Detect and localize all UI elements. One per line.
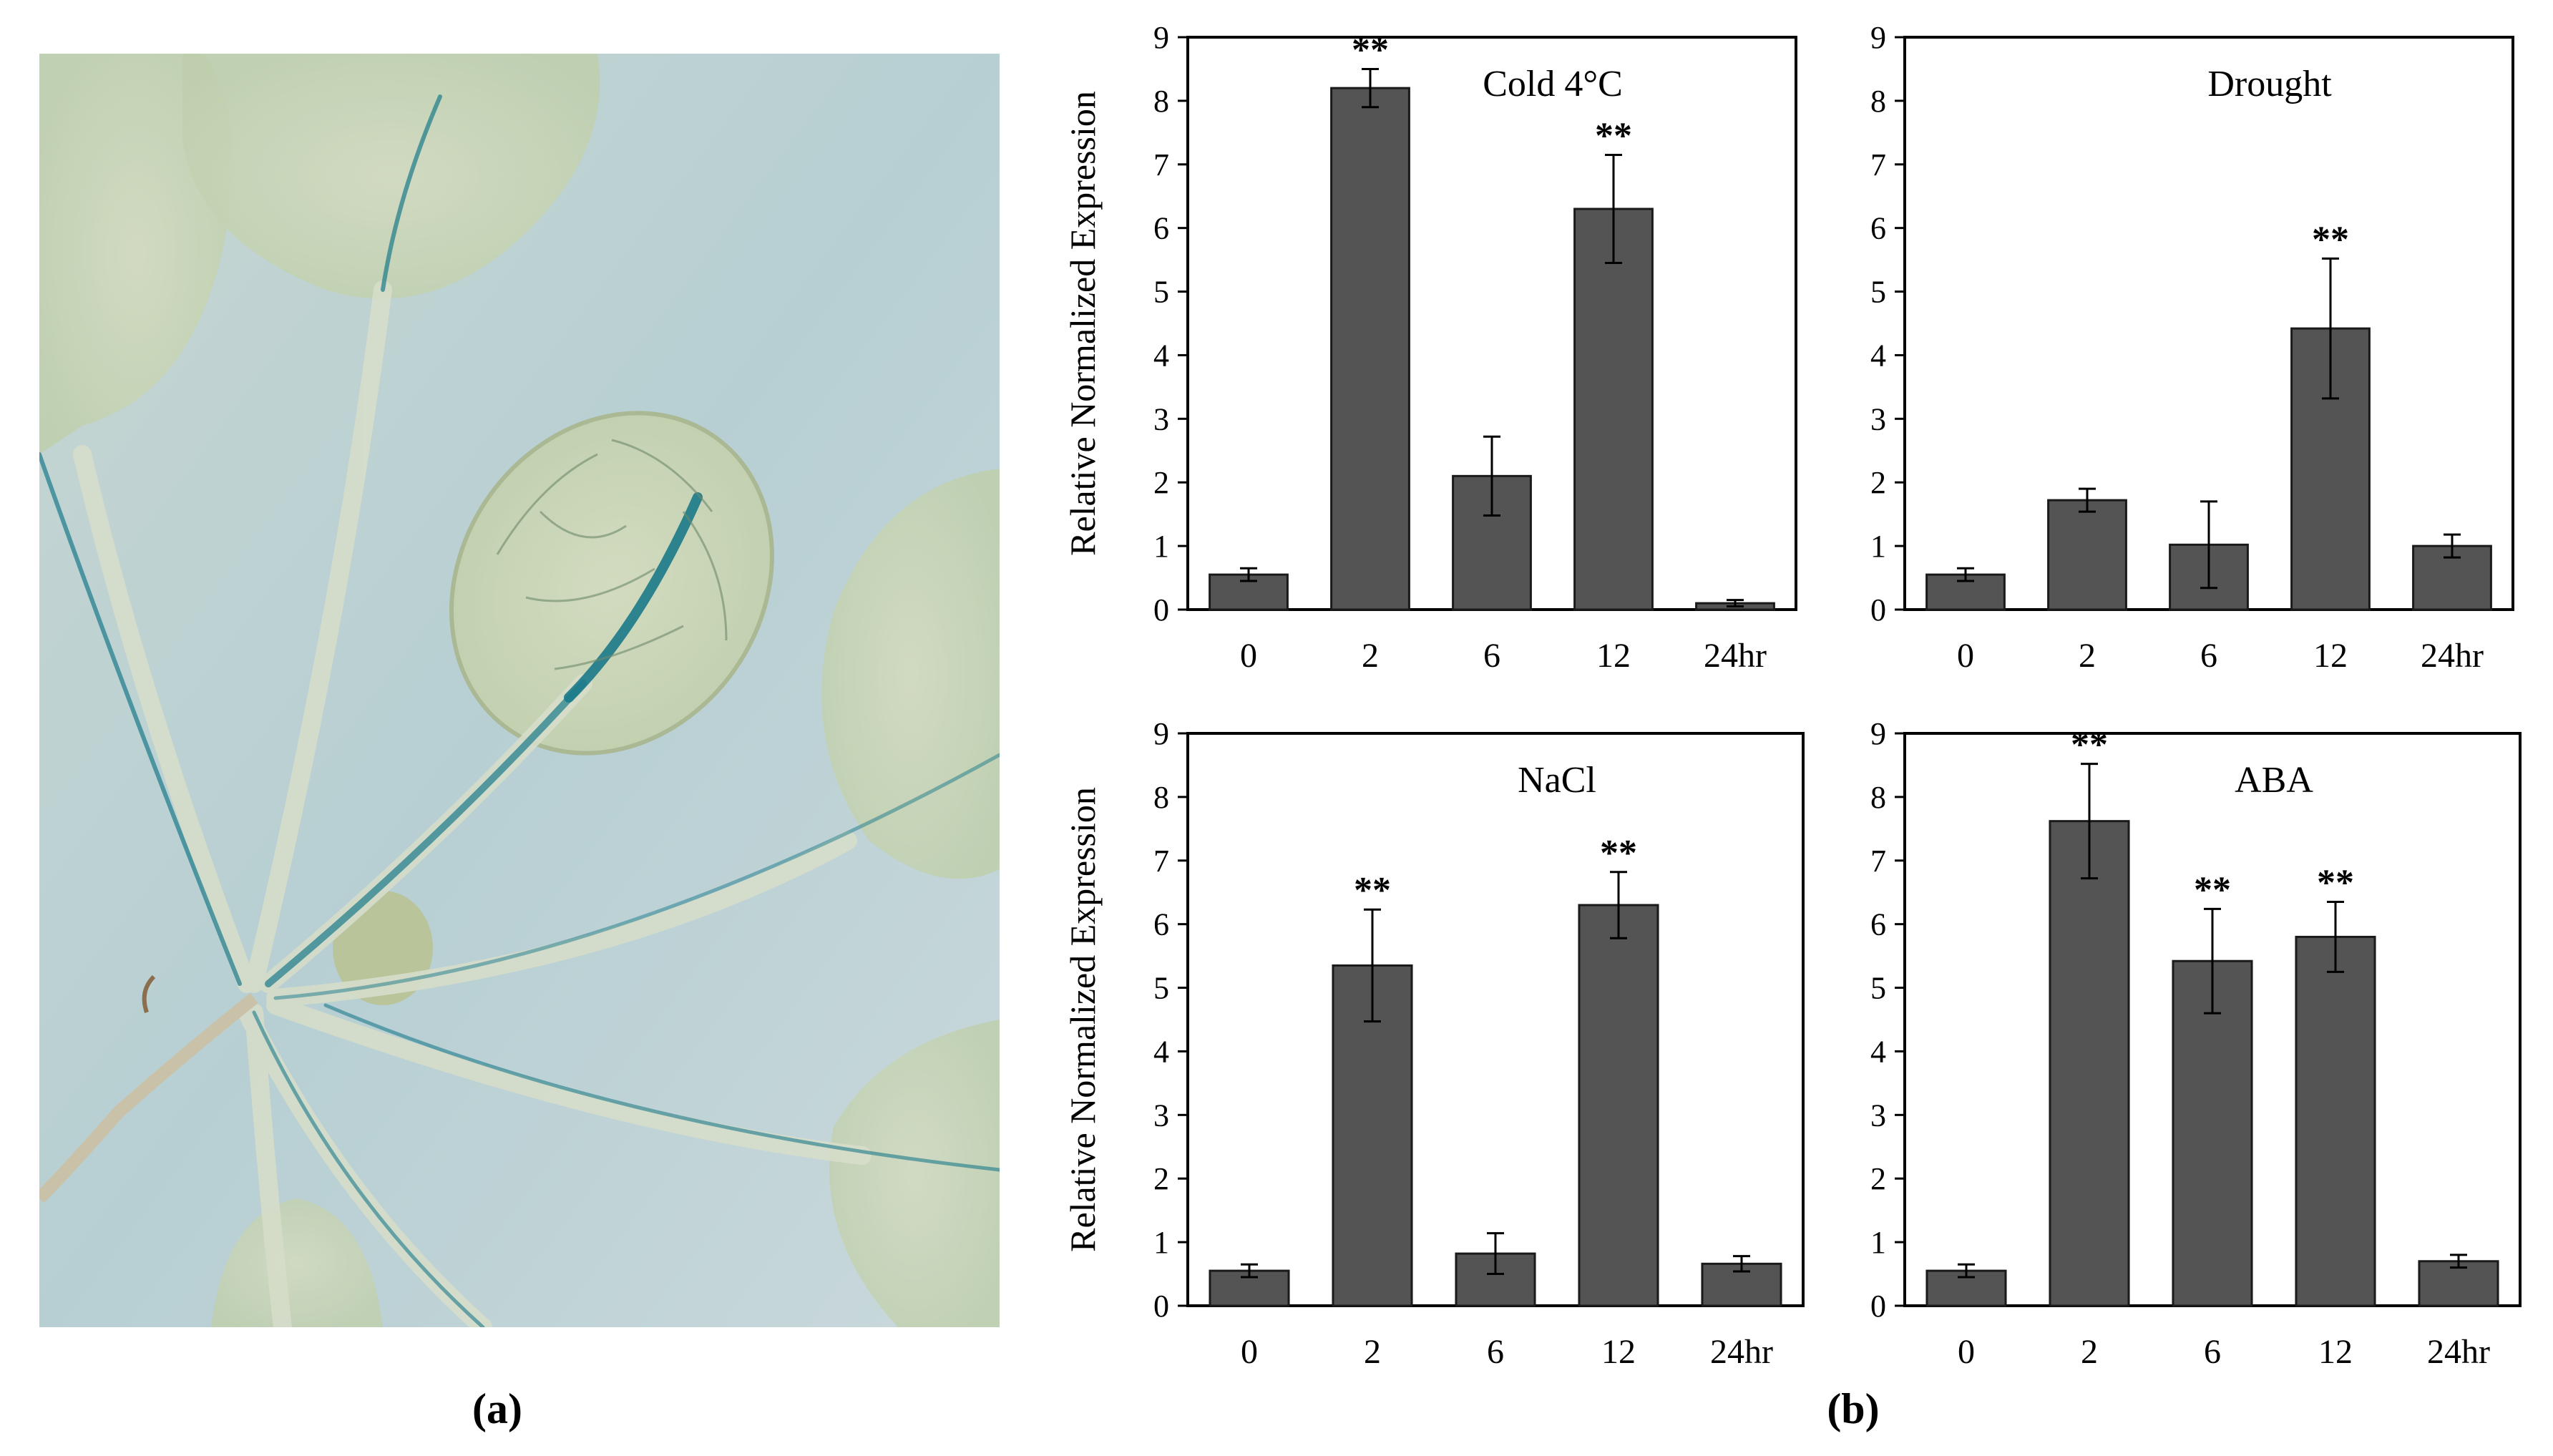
y-tick-label: 1 xyxy=(1870,1225,1886,1260)
y-tick-label: 6 xyxy=(1153,211,1169,246)
y-tick-label: 4 xyxy=(1153,1034,1169,1069)
y-tick-label: 0 xyxy=(1870,592,1886,627)
y-tick-label: 0 xyxy=(1870,1289,1886,1324)
y-tick-label: 6 xyxy=(1153,907,1169,942)
y-tick-label: 8 xyxy=(1870,84,1886,119)
significance-mark: ** xyxy=(1595,115,1632,156)
y-tick-label: 8 xyxy=(1153,780,1169,815)
y-tick-label: 8 xyxy=(1870,780,1886,815)
y-tick-label: 5 xyxy=(1153,275,1169,310)
bar xyxy=(2049,820,2130,1307)
y-tick-label: 5 xyxy=(1870,275,1886,310)
y-tick-label: 6 xyxy=(1870,907,1886,942)
y-tick-label: 5 xyxy=(1870,971,1886,1006)
y-tick-label: 2 xyxy=(1153,1161,1169,1196)
gus-stained-seedling-image xyxy=(39,54,1000,1327)
y-tick-label: 4 xyxy=(1870,1034,1886,1069)
significance-mark: ** xyxy=(2312,219,2349,260)
x-tick-label: 6 xyxy=(2200,637,2217,675)
x-tick-label: 0 xyxy=(1241,1333,1258,1371)
y-tick-label: 9 xyxy=(1870,716,1886,751)
bar xyxy=(2047,499,2127,611)
significance-mark: ** xyxy=(2317,863,2354,904)
chart-title: ABA xyxy=(2235,760,2313,801)
x-tick-label: 12 xyxy=(2318,1333,2353,1371)
y-tick-label: 9 xyxy=(1153,716,1169,751)
y-tick-label: 9 xyxy=(1870,20,1886,55)
x-tick-label: 0 xyxy=(1958,1333,1975,1371)
x-tick-label: 0 xyxy=(1957,637,1974,675)
x-tick-label: 12 xyxy=(2313,637,2348,675)
x-tick-label: 12 xyxy=(1601,1333,1636,1371)
significance-mark: ** xyxy=(1354,870,1391,911)
x-tick-label: 6 xyxy=(2204,1333,2221,1371)
y-tick-label: 9 xyxy=(1153,20,1169,55)
panel-label-b: (b) xyxy=(1827,1385,1880,1432)
x-tick-label: 24hr xyxy=(1710,1333,1773,1371)
y-tick-label: 0 xyxy=(1153,1289,1169,1324)
x-tick-label: 2 xyxy=(1362,637,1379,675)
x-tick-label: 6 xyxy=(1483,637,1500,675)
x-tick-label: 24hr xyxy=(2427,1333,2490,1371)
chart-title: NaCl xyxy=(1518,760,1596,801)
bar xyxy=(1330,87,1410,611)
y-axis-label: Relative Normalized Expression xyxy=(1063,91,1103,556)
y-tick-label: 1 xyxy=(1153,1225,1169,1260)
bar xyxy=(1573,207,1654,611)
y-tick-label: 2 xyxy=(1870,465,1886,500)
y-tick-label: 8 xyxy=(1153,84,1169,119)
significance-mark: ** xyxy=(2194,869,2231,910)
y-tick-label: 3 xyxy=(1153,401,1169,436)
chart-frame xyxy=(1186,732,1805,1307)
y-tick-label: 2 xyxy=(1870,1161,1886,1196)
bar xyxy=(2295,935,2376,1307)
y-tick-label: 3 xyxy=(1870,401,1886,436)
y-tick-label: 1 xyxy=(1870,529,1886,564)
y-tick-label: 7 xyxy=(1153,147,1169,182)
panel-label-a: (a) xyxy=(472,1385,522,1432)
y-tick-label: 6 xyxy=(1870,211,1886,246)
x-tick-label: 0 xyxy=(1240,637,1257,675)
significance-mark: ** xyxy=(1600,833,1637,874)
y-tick-label: 7 xyxy=(1870,147,1886,182)
y-tick-label: 7 xyxy=(1153,844,1169,879)
y-tick-label: 4 xyxy=(1870,338,1886,373)
bar xyxy=(2172,959,2253,1307)
chart-title: Cold 4°C xyxy=(1483,64,1623,104)
y-tick-label: 2 xyxy=(1153,465,1169,500)
x-tick-label: 24hr xyxy=(1704,637,1767,675)
significance-mark: ** xyxy=(2071,725,2108,766)
y-tick-label: 4 xyxy=(1153,338,1169,373)
x-tick-label: 2 xyxy=(2081,1333,2098,1371)
y-axis-label: Relative Normalized Expression xyxy=(1063,787,1103,1252)
x-tick-label: 2 xyxy=(2079,637,2096,675)
chart-title: Drought xyxy=(2207,64,2332,104)
x-tick-label: 2 xyxy=(1364,1333,1381,1371)
y-tick-label: 7 xyxy=(1870,844,1886,879)
x-tick-label: 6 xyxy=(1487,1333,1504,1371)
bar xyxy=(1578,904,1659,1307)
y-tick-label: 0 xyxy=(1153,592,1169,627)
y-tick-label: 3 xyxy=(1153,1098,1169,1133)
significance-mark: ** xyxy=(1352,29,1389,70)
y-tick-label: 1 xyxy=(1153,529,1169,564)
x-tick-label: 12 xyxy=(1596,637,1631,675)
y-tick-label: 3 xyxy=(1870,1098,1886,1133)
y-tick-label: 5 xyxy=(1153,971,1169,1006)
x-tick-label: 24hr xyxy=(2421,637,2484,675)
seedling-photo-drawing xyxy=(39,54,1000,1327)
